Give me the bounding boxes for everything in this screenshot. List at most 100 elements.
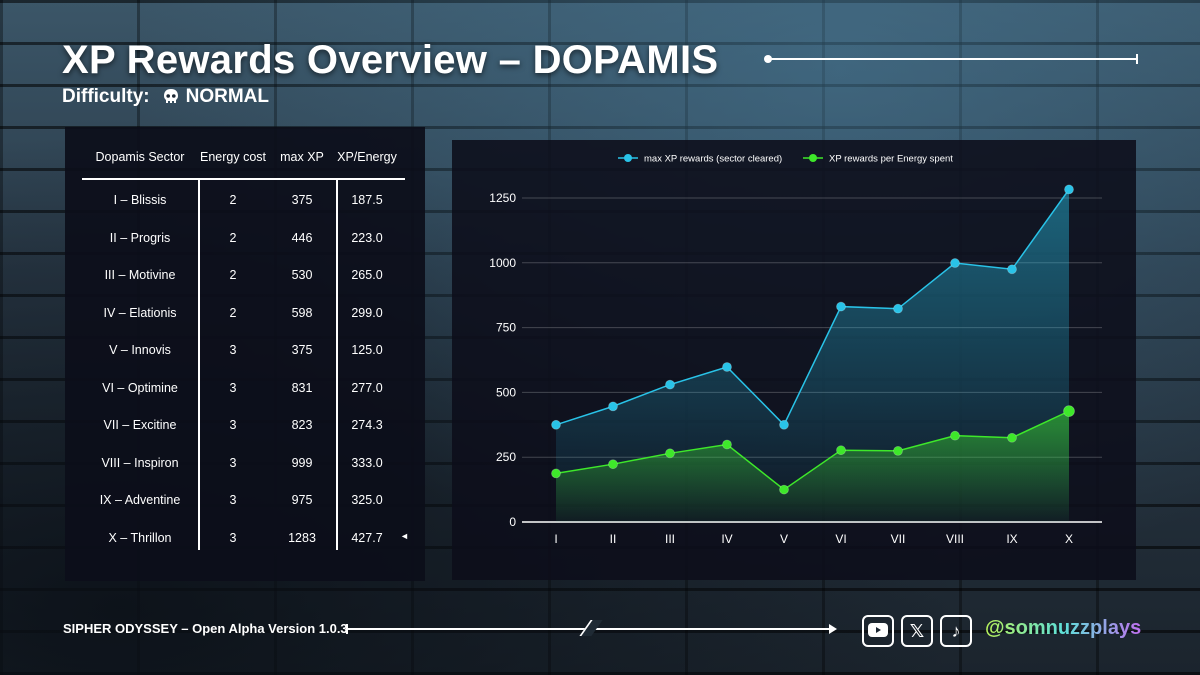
x-tick-label: I: [554, 532, 557, 546]
sector-cell: VIII – Inspiron: [101, 456, 179, 470]
legend-label: XP rewards per Energy spent: [829, 154, 953, 165]
xp-energy-cell: 265.0: [351, 268, 383, 282]
table-row: IX – Adventine 3 975 325.0: [82, 493, 412, 513]
maxxp-cell: 999: [291, 456, 313, 470]
energy-cell: 3: [229, 418, 237, 432]
sector-cell: VI – Optimine: [102, 381, 178, 395]
x-tick-label: VI: [835, 532, 846, 546]
table-row: X – Thrillon 3 1283 427.7 ◄: [82, 531, 412, 551]
youtube-icon: [868, 621, 888, 642]
data-point: [722, 362, 732, 372]
legend-marker: [809, 154, 817, 162]
data-point: [608, 401, 618, 412]
x-tick-label: II: [610, 532, 617, 546]
sector-cell: III – Motivine: [104, 268, 176, 282]
energy-cell: 2: [229, 268, 237, 282]
energy-cell: 2: [229, 193, 237, 207]
energy-cell: 3: [229, 343, 237, 357]
energy-cell: 3: [229, 531, 237, 545]
xp-energy-cell: 274.3: [351, 418, 383, 432]
data-point: [779, 484, 789, 495]
table-header-maxxp: max XP: [280, 150, 324, 164]
y-tick-label: 500: [496, 385, 516, 399]
table-header-sector: Dopamis Sector: [95, 150, 185, 164]
data-point: [608, 459, 618, 470]
maxxp-cell: 831: [291, 381, 313, 395]
tiktok-button[interactable]: ♪: [940, 615, 972, 647]
sector-cell: I – Blissis: [113, 193, 167, 207]
sector-cell: VII – Excitine: [103, 418, 177, 432]
data-point: [1064, 184, 1074, 195]
youtube-button[interactable]: [862, 615, 894, 647]
x-tick-label: VIII: [946, 532, 964, 546]
table-row: II – Progris 2 446 223.0: [82, 231, 412, 251]
xp-table-panel: [65, 127, 425, 581]
x-tick-label: IX: [1006, 532, 1017, 546]
y-tick-label: 750: [496, 321, 516, 335]
xp-energy-cell: 427.7: [351, 531, 383, 545]
y-tick-label: 1250: [489, 191, 516, 205]
sector-cell: V – Innovis: [109, 343, 171, 357]
table-column-divider: [198, 180, 200, 550]
table-row: VII – Excitine 3 823 274.3: [82, 418, 412, 438]
sector-cell: X – Thrillon: [108, 531, 172, 545]
difficulty-value: NORMAL: [185, 86, 269, 107]
title-decoration-line: [764, 54, 1138, 64]
maxxp-cell: 530: [291, 268, 313, 282]
x-tick-label: X: [1065, 532, 1073, 546]
xp-energy-cell: 187.5: [351, 193, 383, 207]
difficulty-label: Difficulty:: [62, 86, 150, 107]
channel-handle[interactable]: @somnuzzplays: [985, 617, 1142, 639]
data-point: [779, 419, 789, 430]
energy-cell: 3: [229, 381, 237, 395]
data-point: [836, 301, 846, 312]
maxxp-cell: 446: [291, 231, 313, 245]
data-point: [665, 448, 675, 459]
xp-energy-cell: 223.0: [351, 231, 383, 245]
xp-energy-cell: 299.0: [351, 306, 383, 320]
data-point: [1007, 264, 1017, 275]
xp-energy-cell: 333.0: [351, 456, 383, 470]
maxxp-cell: 375: [291, 193, 313, 207]
energy-cell: 3: [229, 493, 237, 507]
data-point: [722, 439, 732, 450]
series-line: [555, 188, 1070, 427]
xp-energy-cell: 325.0: [351, 493, 383, 507]
data-point: [1007, 432, 1017, 443]
legend-label: max XP rewards (sector cleared): [644, 154, 782, 165]
page-title: XP Rewards Overview – DOPAMIS: [62, 38, 719, 82]
xp-energy-cell: 125.0: [351, 343, 383, 357]
data-point: [950, 430, 960, 441]
x-button[interactable]: 𝕏: [901, 615, 933, 647]
table-row: VI – Optimine 3 831 277.0: [82, 381, 412, 401]
sector-cell: II – Progris: [109, 231, 171, 245]
xp-energy-cell: 277.0: [351, 381, 383, 395]
table-column-divider: [336, 180, 338, 550]
y-tick-label: 250: [496, 450, 516, 464]
data-point: [893, 303, 903, 314]
table-row: III – Motivine 2 530 265.0: [82, 268, 412, 288]
energy-cell: 2: [229, 231, 237, 245]
data-point: [551, 468, 561, 479]
maxxp-cell: 375: [291, 343, 313, 357]
data-point: [1063, 405, 1075, 418]
series-area: [556, 411, 1069, 522]
data-point: [551, 419, 561, 430]
x-tick-label: V: [780, 532, 788, 546]
table-row: IV – Elationis 2 598 299.0: [82, 306, 412, 326]
highlight-arrow-icon: ◄: [400, 531, 409, 541]
sector-cell: IX – Adventine: [99, 493, 181, 507]
table-header-divider: [82, 178, 405, 180]
data-point: [665, 379, 675, 390]
tiktok-icon: ♪: [951, 620, 961, 641]
x-tick-label: VII: [891, 532, 906, 546]
sector-cell: IV – Elationis: [103, 306, 177, 320]
table-row: VIII – Inspiron 3 999 333.0: [82, 456, 412, 476]
table-row: V – Innovis 3 375 125.0: [82, 343, 412, 363]
maxxp-cell: 975: [291, 493, 313, 507]
table-row: I – Blissis 2 375 187.5: [82, 193, 412, 213]
maxxp-cell: 598: [291, 306, 313, 320]
energy-cell: 2: [229, 306, 237, 320]
